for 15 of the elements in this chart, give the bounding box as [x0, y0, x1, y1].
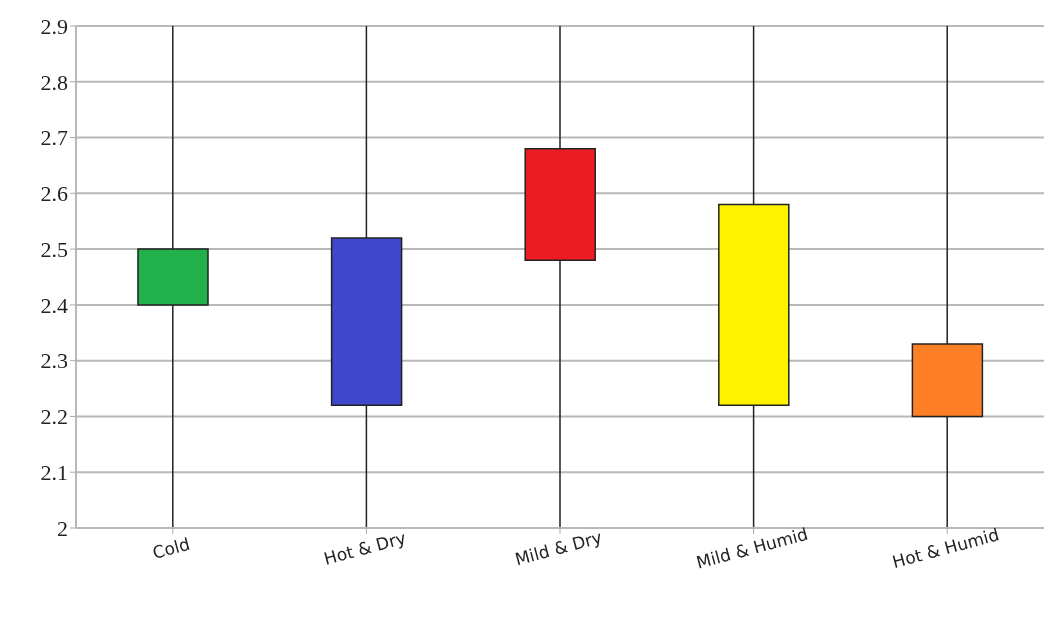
y-tick-label: 2.5 [40, 236, 68, 262]
y-tick-label: 2.8 [40, 69, 68, 95]
x-tick-label: Hot & Dry [321, 527, 409, 569]
x-tick-label: Hot & Humid [890, 524, 1002, 573]
y-tick-label: 2.2 [40, 404, 68, 430]
y-tick-label: 2.1 [40, 460, 68, 486]
y-tick-label: 2.3 [40, 348, 68, 374]
y-tick-label: 2.9 [40, 13, 68, 39]
y-tick-label: 2.7 [40, 125, 68, 151]
x-tick-label: Mild & Dry [512, 527, 605, 570]
y-tick-label: 2.4 [40, 292, 68, 318]
y-tick-label: 2 [57, 515, 68, 541]
y-tick-label: 2.6 [40, 181, 68, 207]
x-tick-label: Mild & Humid [694, 523, 810, 573]
x-tick-label: Cold [150, 533, 193, 563]
